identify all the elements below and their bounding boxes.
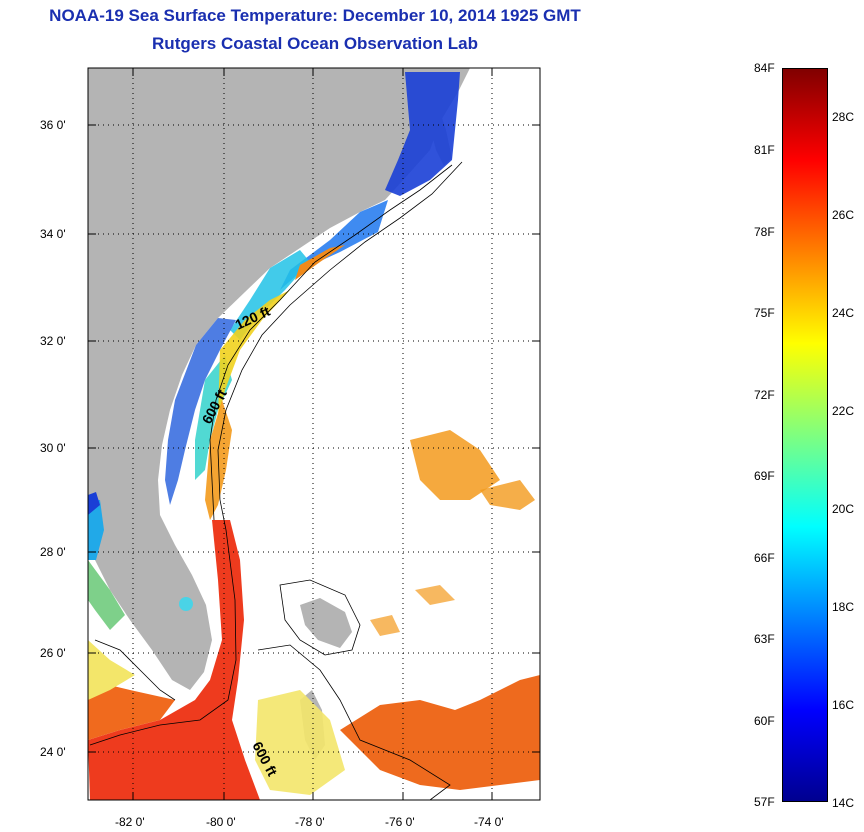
colorbar-f-label: 63F — [754, 632, 775, 646]
lon-label: -80 0' — [206, 815, 236, 829]
colorbar-c-label: 16C — [832, 698, 855, 712]
temperature-colorbar — [782, 68, 828, 802]
colorbar-f-label: 69F — [754, 469, 775, 483]
lon-label: -76 0' — [385, 815, 415, 829]
colorbar-f-label: 57F — [754, 795, 775, 809]
us-mainland-landmass — [88, 68, 470, 690]
lat-label: 36 0' — [40, 118, 66, 132]
colorbar-c-label: 24C — [832, 306, 855, 320]
colorbar-c-label: 22C — [832, 404, 855, 418]
lat-label: 30 0' — [40, 441, 66, 455]
colorbar-c-label: 14C — [832, 796, 855, 810]
colorbar-f-label: 75F — [754, 306, 775, 320]
gulf-stream-warm-water — [88, 520, 260, 800]
lat-lon-grid — [88, 68, 540, 800]
lat-label: 32 0' — [40, 334, 66, 348]
colorbar-c-label: 26C — [832, 208, 855, 222]
lat-label: 34 0' — [40, 227, 66, 241]
lat-label: 26 0' — [40, 646, 66, 660]
bahamas-landmass — [300, 598, 352, 648]
colorbar-f-label: 81F — [754, 143, 775, 157]
colorbar-c-label: 28C — [832, 110, 855, 124]
colorbar-f-label: 72F — [754, 388, 775, 402]
map-title: NOAA-19 Sea Surface Temperature: Decembe… — [49, 6, 581, 25]
lon-label: -78 0' — [295, 815, 325, 829]
lon-label: -74 0' — [474, 815, 504, 829]
lon-label: -82 0' — [115, 815, 145, 829]
colorbar-f-label: 66F — [754, 551, 775, 565]
colorbar-f-label: 84F — [754, 61, 775, 75]
lat-label: 24 0' — [40, 745, 66, 759]
lat-label: 28 0' — [40, 545, 66, 559]
colorbar-f-label: 78F — [754, 225, 775, 239]
colorbar-c-label: 20C — [832, 502, 855, 516]
colorbar-f-label: 60F — [754, 714, 775, 728]
map-subtitle: Rutgers Coastal Ocean Observation Lab — [152, 34, 478, 53]
colorbar-c-label: 18C — [832, 600, 855, 614]
